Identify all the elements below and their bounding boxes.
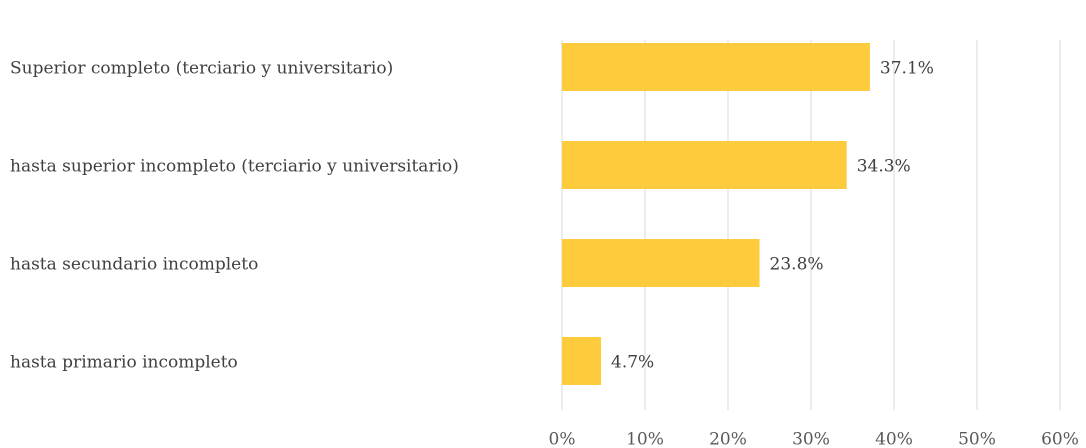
bar: [562, 239, 760, 287]
x-tick-label: 50%: [958, 430, 996, 448]
value-label: 23.8%: [770, 255, 824, 275]
bar: [562, 337, 602, 385]
x-tick-label: 30%: [792, 430, 830, 448]
category-label: Superior completo (terciario y universit…: [10, 59, 393, 79]
category-label: hasta superior incompleto (terciario y u…: [10, 157, 459, 177]
bar: [562, 43, 870, 91]
x-tick-label: 40%: [875, 430, 913, 448]
bar: [562, 141, 847, 189]
value-label: 34.3%: [857, 157, 911, 177]
x-tick-label: 10%: [626, 430, 664, 448]
x-tick-label: 20%: [709, 430, 747, 448]
category-label: hasta secundario incompleto: [10, 255, 258, 275]
category-label: hasta primario incompleto: [10, 353, 238, 373]
x-tick-label: 60%: [1041, 430, 1079, 448]
value-label: 4.7%: [611, 353, 654, 373]
value-label: 37.1%: [880, 59, 934, 79]
x-tick-label: 0%: [549, 430, 576, 448]
